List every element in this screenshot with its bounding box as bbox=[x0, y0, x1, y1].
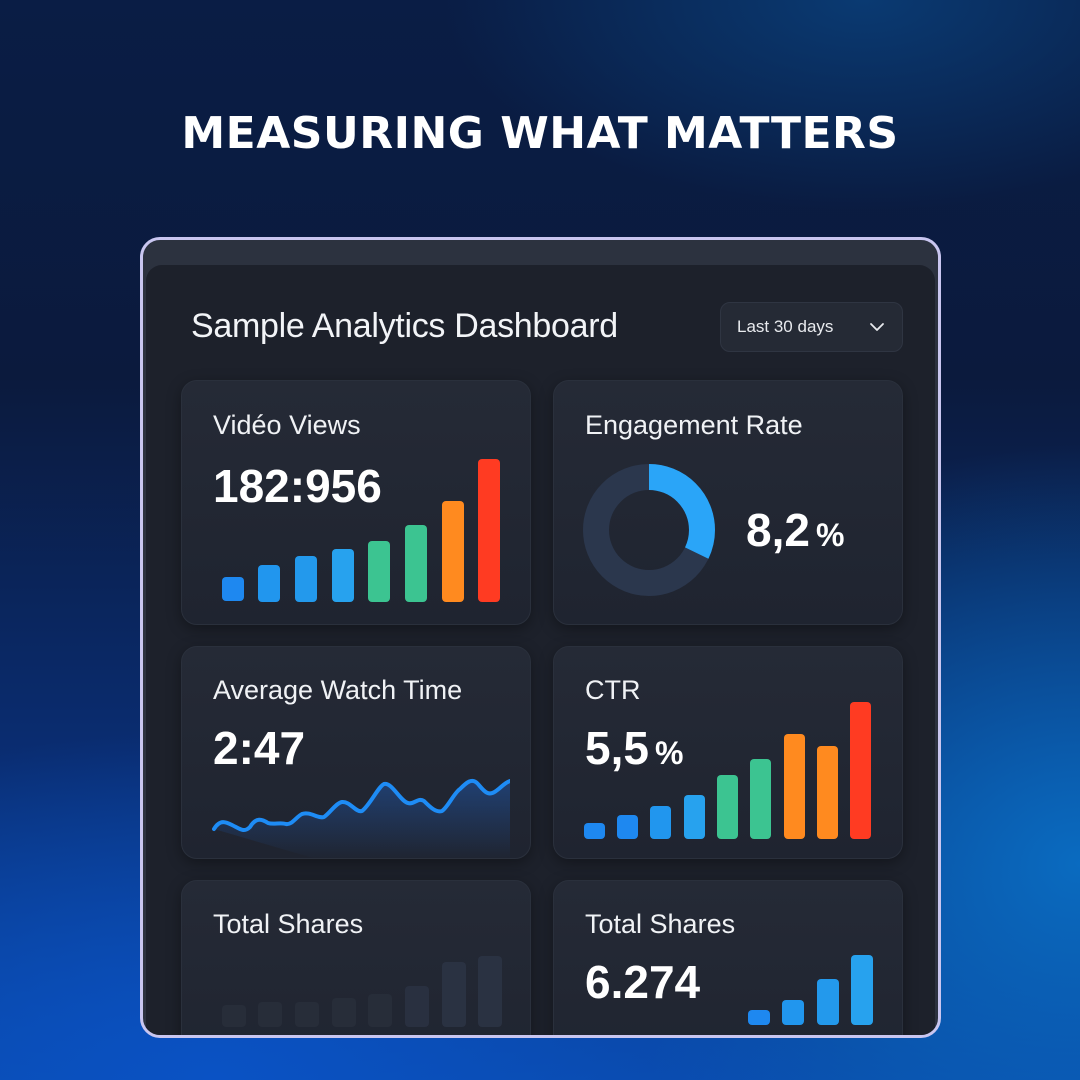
card-engagement-rate[interactable]: Engagement Rate 8,2% bbox=[553, 380, 903, 625]
line-chart bbox=[212, 778, 510, 858]
card-total-shares-muted[interactable]: Total Shares bbox=[181, 880, 531, 1035]
card-ctr[interactable]: CTR 5,5% bbox=[553, 646, 903, 859]
card-video-views[interactable]: Vidéo Views 182:956 bbox=[181, 380, 531, 625]
dashboard-title: Sample Analytics Dashboard bbox=[191, 307, 618, 345]
hero-title: MEASURING WHAT MATTERS bbox=[181, 108, 899, 159]
card-title: Vidéo Views bbox=[213, 410, 361, 440]
card-total-shares[interactable]: Total Shares 6.274 bbox=[553, 880, 903, 1035]
card-value: 2:47 bbox=[213, 722, 306, 774]
card-value: 6.274 bbox=[585, 956, 701, 1008]
card-title: Engagement Rate bbox=[585, 410, 803, 440]
dashboard-frame: Sample Analytics Dashboard Last 30 days … bbox=[140, 237, 941, 1038]
card-average-watch-time[interactable]: Average Watch Time 2:47 bbox=[181, 646, 531, 859]
card-title: Total Shares bbox=[213, 909, 364, 939]
card-title: Total Shares bbox=[585, 909, 736, 939]
card-value: 8,2% bbox=[746, 504, 845, 556]
card-title: Average Watch Time bbox=[213, 675, 463, 705]
date-range-value: Last 30 days bbox=[737, 317, 834, 336]
card-value: 182:956 bbox=[213, 460, 382, 512]
card-title: CTR bbox=[585, 675, 641, 705]
donut-chart bbox=[583, 464, 715, 596]
card-value: 5,5% bbox=[585, 722, 684, 774]
date-range-select[interactable]: Last 30 days bbox=[720, 302, 903, 352]
dashboard-panel: Sample Analytics Dashboard Last 30 days … bbox=[146, 265, 935, 1035]
chevron-down-icon bbox=[870, 323, 884, 331]
